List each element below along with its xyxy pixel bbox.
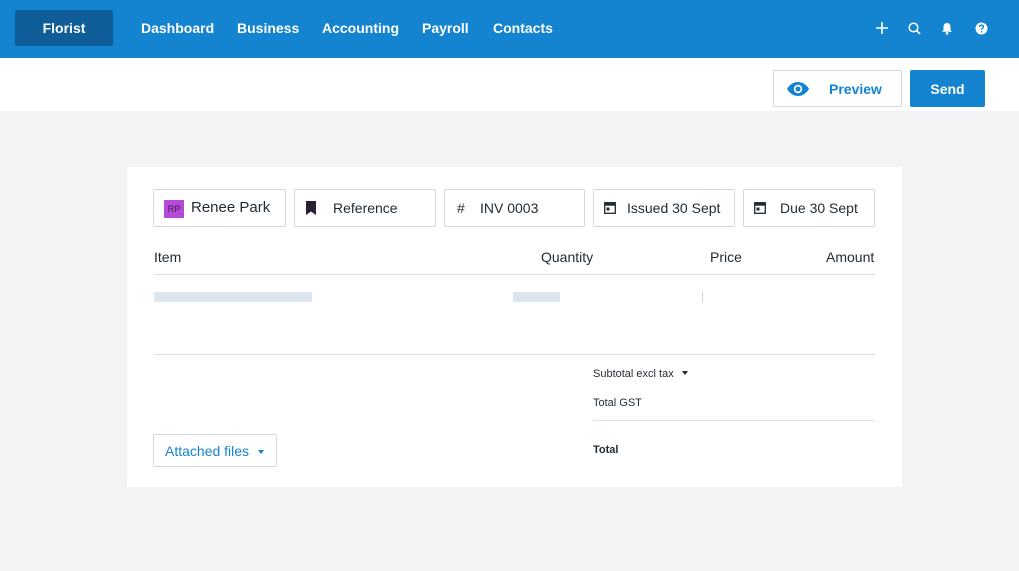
invoice-number-value: INV 0003 — [480, 200, 539, 216]
attached-files-button[interactable]: Attached files — [153, 434, 277, 467]
help-icon[interactable] — [973, 20, 989, 36]
preview-label: Preview — [829, 81, 882, 97]
preview-button[interactable]: Preview — [773, 70, 902, 107]
price-cursor — [702, 292, 703, 303]
reference-field[interactable]: Reference — [294, 189, 436, 227]
calendar-icon — [754, 201, 768, 215]
total-label: Total — [593, 444, 619, 456]
nav-payroll[interactable]: Payroll — [422, 20, 469, 36]
header-divider — [154, 274, 875, 275]
chevron-down-icon — [258, 450, 264, 454]
column-item: Item — [154, 249, 182, 265]
column-quantity: Quantity — [541, 249, 594, 265]
top-navigation-bar: Florist Dashboard Business Accounting Pa… — [0, 0, 1019, 58]
due-date-field[interactable]: Due 30 Sept — [743, 189, 875, 227]
action-bar: Preview Send — [0, 58, 1019, 111]
attached-files-label: Attached files — [165, 443, 250, 459]
due-date-value: Due 30 Sept — [780, 200, 858, 216]
column-amount: Amount — [826, 249, 875, 265]
gst-label: Total GST — [593, 397, 642, 409]
nav-accounting[interactable]: Accounting — [322, 20, 399, 36]
nav-business[interactable]: Business — [237, 20, 300, 36]
nav-dashboard[interactable]: Dashboard — [141, 20, 215, 36]
eye-icon — [786, 81, 810, 100]
issue-date-field[interactable]: Issued 30 Sept — [593, 189, 735, 227]
column-price: Price — [710, 249, 742, 265]
hash-icon: # — [457, 200, 465, 216]
invoice-number-field[interactable]: # INV 0003 — [444, 189, 585, 227]
subtotal-label: Subtotal excl tax — [593, 368, 674, 380]
send-button[interactable]: Send — [910, 70, 985, 107]
contact-field[interactable]: RP Renee Park — [153, 189, 286, 227]
issue-date-value: Issued 30 Sept — [627, 200, 721, 216]
calendar-icon — [604, 201, 618, 215]
contact-name: Renee Park — [191, 199, 271, 216]
bookmark-icon — [305, 201, 319, 215]
item-placeholder — [154, 292, 312, 302]
organisation-switcher[interactable]: Florist — [15, 10, 113, 46]
quantity-placeholder — [513, 292, 560, 302]
plus-icon[interactable] — [874, 20, 890, 36]
invoice-card: RP Renee Park Reference # INV 0003 Issue… — [127, 167, 902, 487]
avatar: RP — [164, 200, 184, 218]
reference-placeholder: Reference — [333, 200, 398, 216]
bell-icon[interactable] — [939, 20, 955, 36]
chevron-down-icon — [681, 371, 688, 376]
nav-contacts[interactable]: Contacts — [493, 20, 553, 36]
items-divider — [154, 354, 875, 355]
subtotal-dropdown[interactable]: Subtotal excl tax — [593, 368, 688, 380]
search-icon[interactable] — [906, 20, 922, 36]
summary-divider — [593, 420, 875, 421]
